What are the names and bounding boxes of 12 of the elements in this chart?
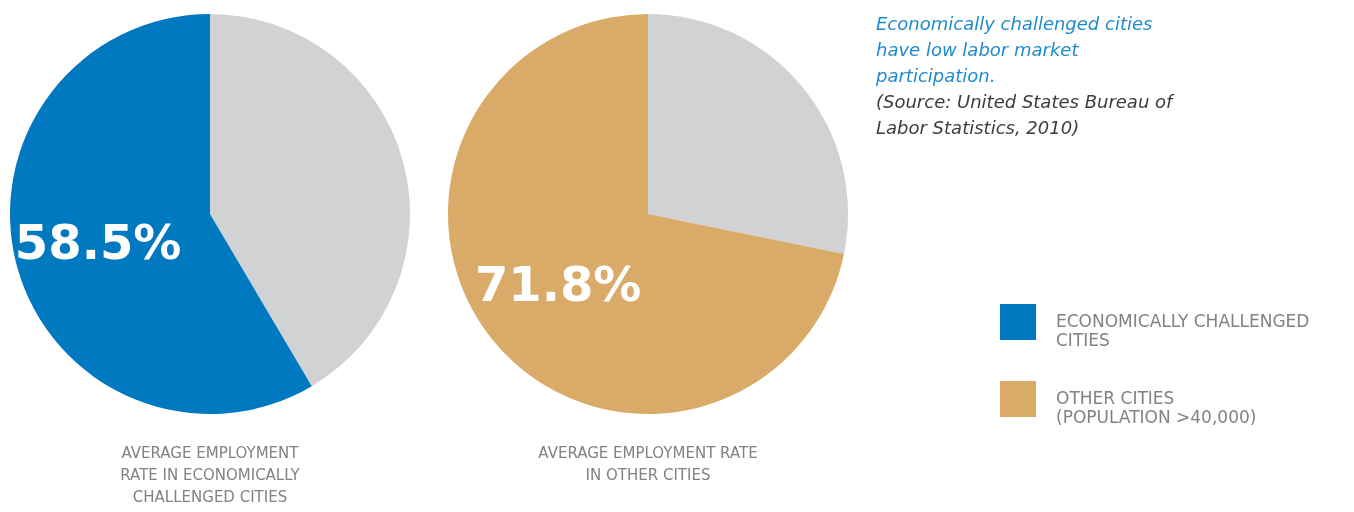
pie-slice	[10, 14, 312, 414]
pie-slice	[210, 14, 410, 387]
pie-slice	[448, 14, 844, 414]
pie-slice	[648, 14, 848, 254]
text: Economically challenged cities have low labor market participation.	[875, 13, 1153, 86]
data-label: 58.5%	[14, 213, 182, 270]
legend-label: OTHER CITIES (POPULATION >40,000)	[1056, 388, 1257, 427]
text: AVERAGE EMPLOYMENT RATE IN OTHER CITIES	[538, 444, 758, 484]
legend-label: ECONOMICALLY CHALLENGED CITIES	[1056, 311, 1310, 350]
text: AVERAGE EMPLOYMENT RATE IN ECONOMICALLY CHALLENGED CITIES	[120, 444, 301, 506]
data-label: 71.8%	[474, 256, 642, 313]
text: (Source: United States Bureau of Labor Statistics, 2010)	[876, 91, 1176, 138]
